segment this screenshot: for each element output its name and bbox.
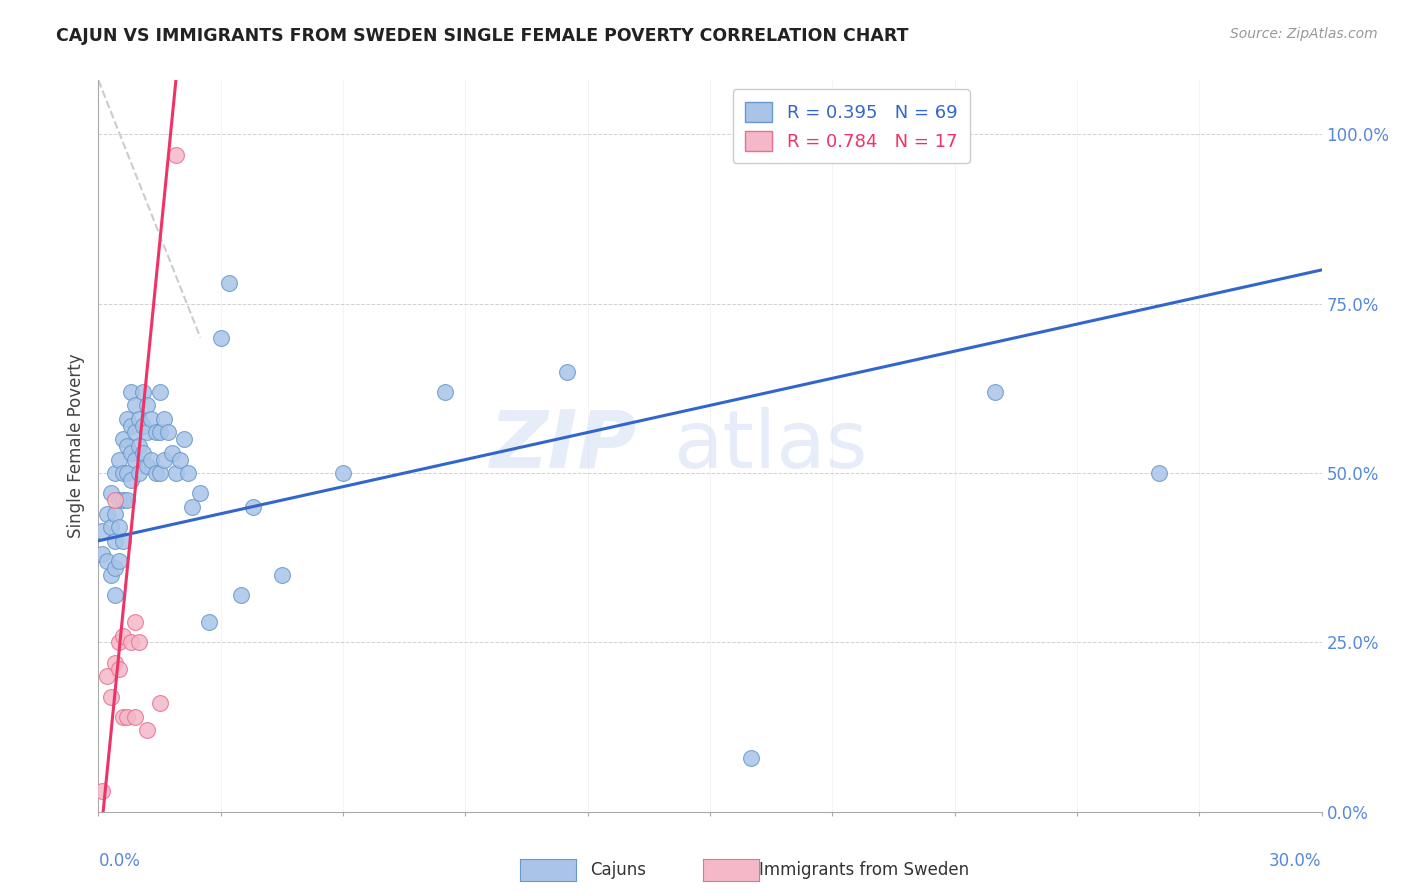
Point bbox=[128, 439, 150, 453]
Point bbox=[557, 364, 579, 378]
Text: 0.0%: 0.0% bbox=[98, 852, 141, 870]
Point bbox=[108, 452, 131, 467]
Point bbox=[108, 635, 131, 649]
Point bbox=[169, 452, 191, 467]
Point bbox=[100, 486, 122, 500]
Point bbox=[104, 466, 127, 480]
Point bbox=[145, 425, 167, 440]
Point bbox=[100, 567, 122, 582]
Point bbox=[132, 446, 155, 460]
Point bbox=[104, 493, 127, 508]
Point bbox=[96, 554, 118, 568]
Point bbox=[124, 710, 146, 724]
Point bbox=[270, 567, 294, 582]
Legend: R = 0.395   N = 69, R = 0.784   N = 17: R = 0.395 N = 69, R = 0.784 N = 17 bbox=[733, 89, 970, 163]
Point bbox=[173, 432, 195, 446]
Text: Cajuns: Cajuns bbox=[591, 861, 647, 879]
Point bbox=[120, 446, 142, 460]
Point bbox=[165, 466, 187, 480]
Text: 30.0%: 30.0% bbox=[1270, 852, 1322, 870]
Point bbox=[218, 277, 240, 291]
Point bbox=[100, 690, 122, 704]
Point bbox=[145, 466, 167, 480]
Point bbox=[108, 520, 131, 534]
Point bbox=[124, 398, 146, 412]
Point bbox=[152, 412, 174, 426]
Point bbox=[128, 412, 150, 426]
Point bbox=[231, 588, 253, 602]
Point bbox=[111, 466, 134, 480]
Point bbox=[160, 446, 183, 460]
Point bbox=[120, 384, 142, 399]
Point bbox=[128, 635, 150, 649]
Y-axis label: Single Female Poverty: Single Female Poverty bbox=[67, 354, 86, 538]
Point bbox=[104, 507, 127, 521]
Point bbox=[136, 398, 159, 412]
Point bbox=[152, 452, 174, 467]
Text: Source: ZipAtlas.com: Source: ZipAtlas.com bbox=[1230, 27, 1378, 41]
Point bbox=[124, 615, 146, 629]
Point bbox=[108, 554, 131, 568]
Point bbox=[177, 466, 200, 480]
Point bbox=[136, 723, 159, 738]
Point bbox=[132, 384, 155, 399]
Point bbox=[141, 412, 163, 426]
Point bbox=[149, 697, 172, 711]
Point bbox=[149, 384, 172, 399]
Point bbox=[242, 500, 264, 514]
Point bbox=[96, 507, 118, 521]
Point bbox=[104, 533, 127, 548]
Point bbox=[124, 452, 146, 467]
Point bbox=[115, 412, 138, 426]
Point bbox=[111, 432, 134, 446]
Point bbox=[111, 533, 134, 548]
Point bbox=[136, 425, 159, 440]
Text: atlas: atlas bbox=[673, 407, 868, 485]
Point bbox=[108, 663, 131, 677]
Point bbox=[120, 635, 142, 649]
Point bbox=[984, 384, 1007, 399]
Point bbox=[91, 524, 114, 538]
Point bbox=[181, 500, 204, 514]
Point bbox=[115, 710, 138, 724]
Point bbox=[111, 493, 134, 508]
Text: Immigrants from Sweden: Immigrants from Sweden bbox=[759, 861, 969, 879]
Point bbox=[108, 493, 131, 508]
Point bbox=[165, 148, 187, 162]
Point bbox=[115, 439, 138, 453]
Point bbox=[128, 466, 150, 480]
Point bbox=[136, 459, 159, 474]
Point bbox=[141, 452, 163, 467]
Point bbox=[104, 561, 127, 575]
Point bbox=[740, 750, 762, 764]
Point bbox=[149, 425, 172, 440]
Point bbox=[104, 588, 127, 602]
Point bbox=[124, 425, 146, 440]
Text: ZIP: ZIP bbox=[489, 407, 637, 485]
Point bbox=[111, 629, 134, 643]
Point bbox=[209, 331, 232, 345]
Point bbox=[111, 710, 134, 724]
Point bbox=[332, 466, 354, 480]
Point bbox=[188, 486, 212, 500]
Point bbox=[104, 656, 127, 670]
Point bbox=[1147, 466, 1170, 480]
Point bbox=[149, 466, 172, 480]
Point bbox=[100, 520, 122, 534]
Point bbox=[120, 418, 142, 433]
Point bbox=[115, 493, 138, 508]
Point bbox=[132, 418, 155, 433]
Point bbox=[120, 473, 142, 487]
Point bbox=[434, 384, 457, 399]
Text: CAJUN VS IMMIGRANTS FROM SWEDEN SINGLE FEMALE POVERTY CORRELATION CHART: CAJUN VS IMMIGRANTS FROM SWEDEN SINGLE F… bbox=[56, 27, 908, 45]
Point bbox=[91, 547, 114, 561]
Point bbox=[115, 466, 138, 480]
Point bbox=[91, 784, 114, 798]
Point bbox=[96, 669, 118, 683]
Point bbox=[197, 615, 219, 629]
Point bbox=[156, 425, 179, 440]
